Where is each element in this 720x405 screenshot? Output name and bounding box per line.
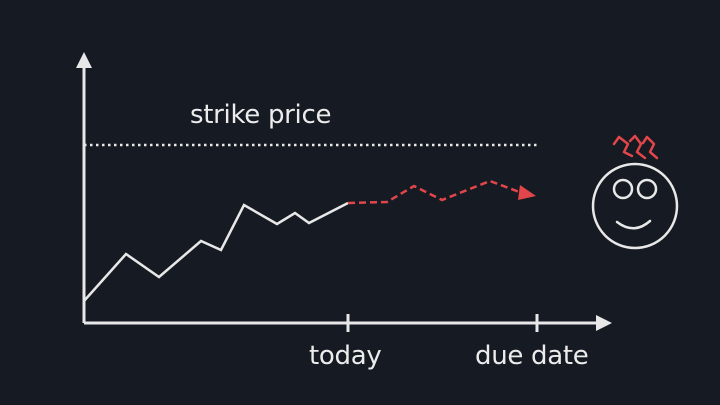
x-axis bbox=[84, 314, 612, 332]
price-history-line bbox=[83, 201, 349, 302]
projected-price-line bbox=[347, 179, 523, 205]
y-axis bbox=[76, 52, 92, 323]
strike-price-label: strike price bbox=[190, 100, 332, 130]
projection-arrowhead-icon bbox=[518, 185, 536, 200]
y-axis-arrowhead-icon bbox=[76, 52, 92, 68]
sweating-face-icon bbox=[591, 162, 679, 250]
steam-icon bbox=[612, 134, 659, 160]
x-axis-arrowhead-icon bbox=[596, 315, 612, 331]
today-label: today bbox=[309, 341, 382, 371]
due-date-label: due date bbox=[475, 341, 589, 371]
